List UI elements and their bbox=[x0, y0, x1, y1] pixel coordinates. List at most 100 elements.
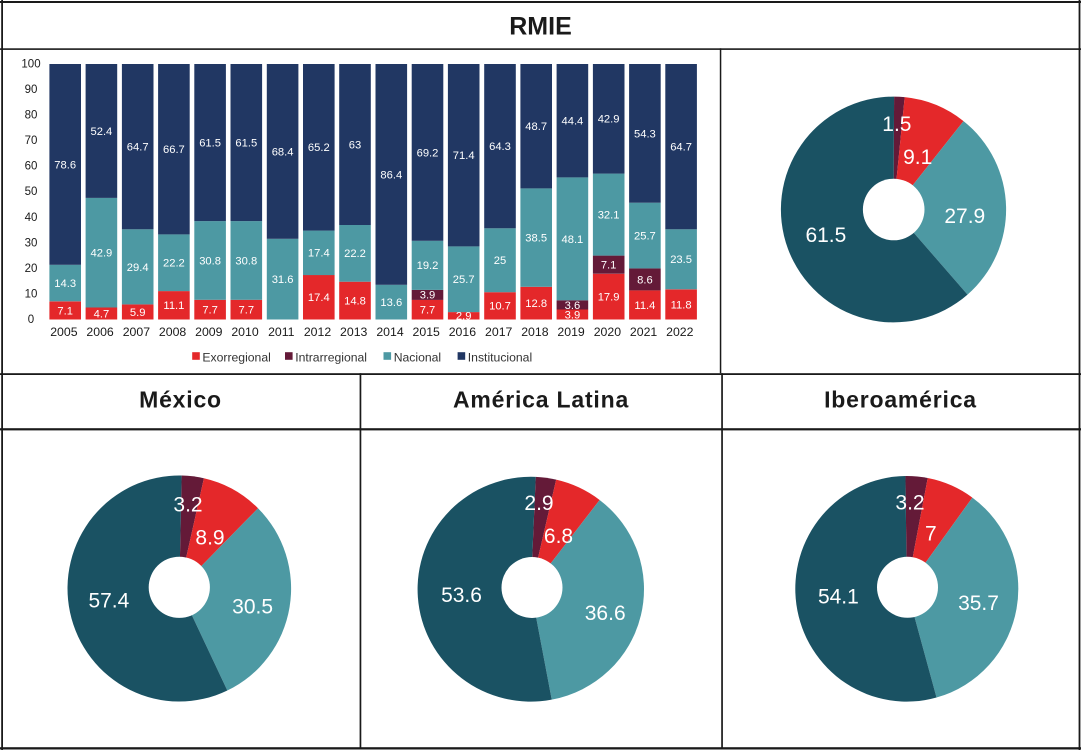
svg-text:54.3: 54.3 bbox=[634, 128, 656, 140]
svg-text:64.3: 64.3 bbox=[489, 141, 511, 153]
svg-text:7.7: 7.7 bbox=[239, 305, 255, 317]
svg-text:2008: 2008 bbox=[159, 325, 187, 339]
svg-text:31.6: 31.6 bbox=[272, 274, 294, 286]
svg-text:48.7: 48.7 bbox=[525, 121, 547, 133]
svg-text:40: 40 bbox=[25, 212, 38, 224]
svg-text:30.8: 30.8 bbox=[235, 255, 257, 267]
svg-text:71.4: 71.4 bbox=[453, 150, 475, 162]
svg-text:3.9: 3.9 bbox=[565, 309, 581, 321]
svg-text:60: 60 bbox=[25, 161, 38, 173]
svg-text:14.3: 14.3 bbox=[54, 278, 76, 290]
svg-text:17.4: 17.4 bbox=[308, 248, 330, 260]
svg-text:7.1: 7.1 bbox=[601, 260, 617, 272]
svg-text:78.6: 78.6 bbox=[54, 159, 76, 171]
svg-text:64.7: 64.7 bbox=[127, 142, 149, 154]
svg-text:1.5: 1.5 bbox=[882, 113, 911, 136]
svg-text:63: 63 bbox=[349, 139, 361, 151]
svg-text:2015: 2015 bbox=[413, 325, 441, 339]
svg-text:Exorregional: Exorregional bbox=[202, 350, 270, 364]
svg-text:11.4: 11.4 bbox=[634, 300, 655, 312]
svg-text:13.6: 13.6 bbox=[380, 297, 402, 309]
svg-text:30.5: 30.5 bbox=[232, 595, 273, 618]
svg-text:7.1: 7.1 bbox=[57, 305, 73, 317]
svg-text:61.5: 61.5 bbox=[235, 138, 257, 150]
svg-text:7.7: 7.7 bbox=[420, 305, 436, 317]
svg-text:10: 10 bbox=[25, 288, 38, 300]
svg-text:11.8: 11.8 bbox=[671, 299, 692, 311]
svg-text:70: 70 bbox=[25, 135, 38, 147]
svg-text:17.9: 17.9 bbox=[598, 292, 620, 304]
svg-text:2018: 2018 bbox=[521, 325, 549, 339]
svg-text:42.9: 42.9 bbox=[598, 114, 620, 126]
svg-text:2013: 2013 bbox=[340, 325, 368, 339]
svg-text:2020: 2020 bbox=[594, 325, 622, 339]
svg-text:7.7: 7.7 bbox=[202, 305, 218, 317]
svg-text:54.1: 54.1 bbox=[818, 585, 859, 608]
svg-text:2016: 2016 bbox=[449, 325, 477, 339]
svg-text:América Latina: América Latina bbox=[453, 387, 629, 413]
svg-text:0: 0 bbox=[28, 314, 34, 326]
svg-text:32.1: 32.1 bbox=[598, 210, 620, 222]
svg-text:68.4: 68.4 bbox=[272, 146, 294, 158]
svg-text:2017: 2017 bbox=[485, 325, 513, 339]
svg-text:Nacional: Nacional bbox=[394, 350, 441, 364]
svg-text:61.5: 61.5 bbox=[805, 224, 846, 247]
svg-text:27.9: 27.9 bbox=[944, 205, 985, 228]
svg-text:20: 20 bbox=[25, 263, 38, 275]
svg-text:6.8: 6.8 bbox=[544, 525, 573, 548]
svg-text:22.2: 22.2 bbox=[163, 258, 185, 270]
svg-text:4.7: 4.7 bbox=[94, 308, 110, 320]
svg-text:2007: 2007 bbox=[123, 325, 151, 339]
svg-text:80: 80 bbox=[25, 110, 38, 122]
svg-text:14.8: 14.8 bbox=[344, 296, 366, 308]
svg-text:8.6: 8.6 bbox=[637, 274, 653, 286]
svg-text:9.1: 9.1 bbox=[903, 146, 932, 169]
svg-text:17.4: 17.4 bbox=[308, 292, 330, 304]
svg-text:36.6: 36.6 bbox=[585, 602, 626, 625]
svg-text:12.8: 12.8 bbox=[525, 298, 547, 310]
svg-text:3.2: 3.2 bbox=[173, 493, 202, 516]
svg-text:19.2: 19.2 bbox=[417, 260, 439, 272]
svg-text:38.5: 38.5 bbox=[525, 233, 547, 245]
svg-text:México: México bbox=[139, 387, 222, 413]
svg-text:5.9: 5.9 bbox=[130, 307, 146, 319]
svg-text:3.9: 3.9 bbox=[420, 290, 436, 302]
svg-text:100: 100 bbox=[21, 59, 40, 71]
svg-text:23.5: 23.5 bbox=[670, 254, 692, 266]
svg-text:25: 25 bbox=[494, 255, 506, 267]
svg-text:2010: 2010 bbox=[231, 325, 259, 339]
svg-text:42.9: 42.9 bbox=[91, 248, 113, 260]
svg-text:57.4: 57.4 bbox=[88, 589, 129, 612]
svg-text:RMIE: RMIE bbox=[509, 13, 572, 41]
svg-text:2.9: 2.9 bbox=[456, 311, 472, 323]
svg-text:3.6: 3.6 bbox=[565, 300, 581, 312]
svg-text:30.8: 30.8 bbox=[199, 255, 221, 267]
svg-text:50: 50 bbox=[25, 186, 38, 198]
svg-text:3.2: 3.2 bbox=[895, 491, 924, 514]
svg-text:61.5: 61.5 bbox=[199, 138, 221, 150]
svg-text:2009: 2009 bbox=[195, 325, 223, 339]
svg-text:48.1: 48.1 bbox=[562, 234, 584, 246]
svg-text:2022: 2022 bbox=[666, 325, 694, 339]
svg-text:7: 7 bbox=[925, 523, 937, 546]
svg-text:2.9: 2.9 bbox=[524, 492, 553, 515]
svg-text:30: 30 bbox=[25, 237, 38, 249]
svg-text:11.1: 11.1 bbox=[163, 300, 184, 312]
svg-text:86.4: 86.4 bbox=[380, 169, 402, 181]
svg-text:2011: 2011 bbox=[268, 325, 295, 339]
svg-text:90: 90 bbox=[25, 84, 38, 96]
svg-text:65.2: 65.2 bbox=[308, 142, 330, 154]
svg-text:22.2: 22.2 bbox=[344, 248, 366, 260]
svg-text:2006: 2006 bbox=[86, 325, 114, 339]
svg-text:35.7: 35.7 bbox=[958, 592, 999, 615]
svg-text:10.7: 10.7 bbox=[489, 301, 511, 313]
svg-text:66.7: 66.7 bbox=[163, 144, 185, 156]
svg-text:52.4: 52.4 bbox=[91, 126, 113, 138]
svg-text:2012: 2012 bbox=[304, 325, 332, 339]
svg-text:25.7: 25.7 bbox=[453, 274, 475, 286]
svg-text:Intrarregional: Intrarregional bbox=[295, 350, 367, 364]
svg-text:8.9: 8.9 bbox=[195, 526, 224, 549]
svg-text:44.4: 44.4 bbox=[562, 116, 584, 128]
svg-text:64.7: 64.7 bbox=[670, 142, 692, 154]
svg-text:53.6: 53.6 bbox=[441, 584, 482, 607]
